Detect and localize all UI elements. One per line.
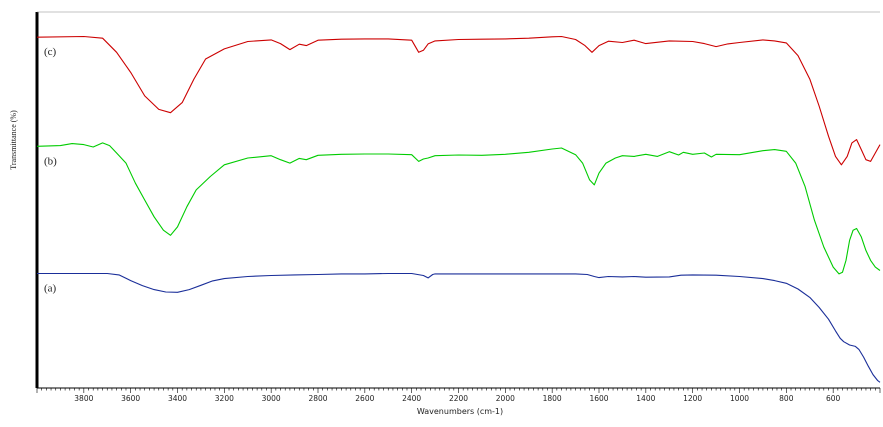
x-tick-label: 2800 — [308, 394, 327, 403]
x-tick-label: 3000 — [262, 394, 281, 403]
x-tick-label: 2000 — [496, 394, 515, 403]
x-tick-label: 1000 — [730, 394, 749, 403]
x-tick-label: 1400 — [636, 394, 655, 403]
series-layer — [36, 35, 881, 383]
series-line-a — [37, 272, 881, 383]
x-tick-label: 800 — [779, 394, 794, 403]
x-tick-layer: 3800 3600 3400 3200 3000 2800 2600 2400 2200 2000… — [36, 388, 881, 403]
series-line-b — [36, 142, 881, 275]
x-axis-title: Wavenumbers (cm-1) — [417, 407, 503, 416]
plot-frame — [35, 11, 880, 389]
series-label-layer: (c) (b) (a) — [44, 46, 57, 294]
x-tick-label: 3400 — [168, 394, 187, 403]
series-label-b: (b) — [44, 155, 57, 167]
x-tick-label: 3800 — [74, 394, 93, 403]
x-tick-label: 1200 — [683, 394, 702, 403]
y-axis-title: Transmittance (%) — [9, 110, 18, 170]
x-tick-label: 3600 — [121, 394, 140, 403]
x-tick-label: 1600 — [589, 394, 608, 403]
x-tick-label: 2200 — [449, 394, 468, 403]
series-label-c: (c) — [44, 46, 57, 58]
x-tick-label: 3200 — [215, 394, 234, 403]
x-tick-label: 600 — [826, 394, 841, 403]
x-tick-label: 1800 — [543, 394, 562, 403]
series-label-a: (a) — [44, 283, 57, 295]
x-tick-label: 2600 — [355, 394, 374, 403]
series-line-c — [36, 35, 881, 166]
x-tick-label: 2400 — [402, 394, 421, 403]
